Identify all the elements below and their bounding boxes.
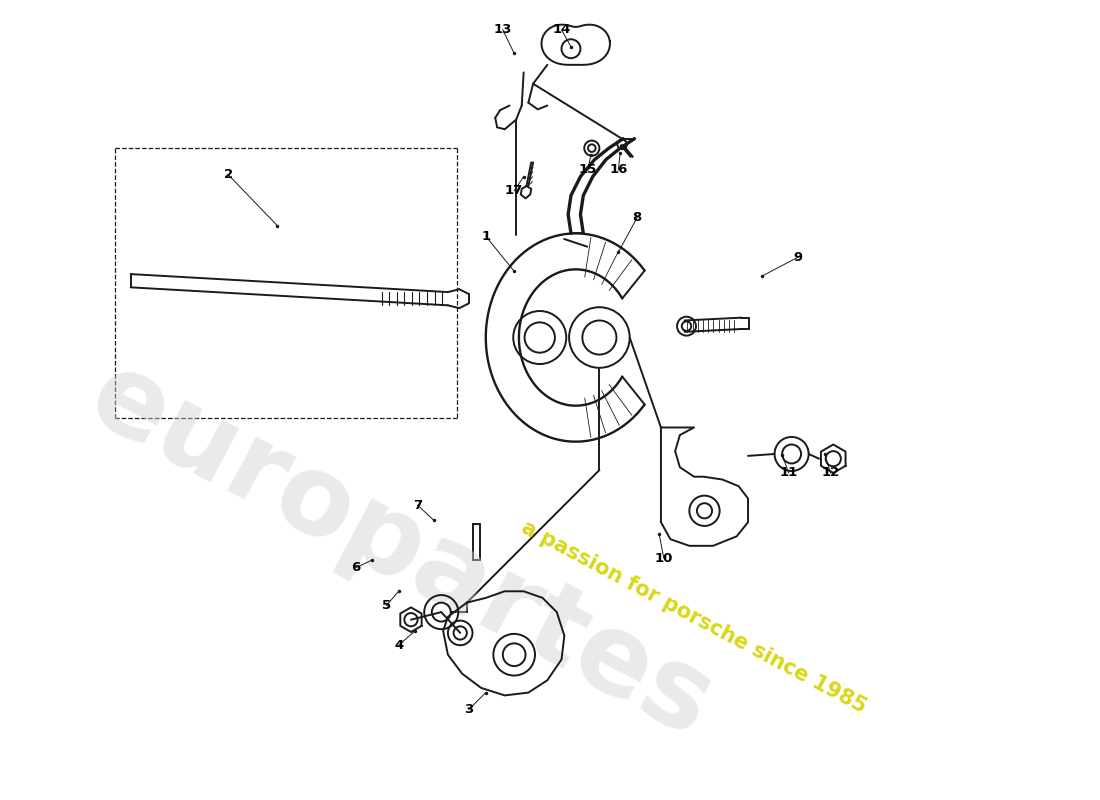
Text: 17: 17 [505,184,524,198]
Text: 5: 5 [382,599,390,612]
Text: 1: 1 [481,230,491,242]
Text: 9: 9 [794,250,803,263]
Text: a passion for porsche since 1985: a passion for porsche since 1985 [518,517,870,717]
Text: 4: 4 [394,638,404,652]
Text: 15: 15 [579,163,597,177]
Text: 6: 6 [351,561,361,574]
Text: 3: 3 [464,703,473,716]
Text: 14: 14 [552,23,571,36]
Text: 16: 16 [609,163,627,177]
Text: 10: 10 [654,552,673,565]
Text: 8: 8 [632,210,642,224]
Text: 2: 2 [223,168,233,181]
Text: 12: 12 [822,466,839,479]
Text: europartes: europartes [70,342,730,760]
Text: 11: 11 [780,466,798,479]
Text: 13: 13 [494,23,512,36]
Text: 7: 7 [412,498,422,512]
